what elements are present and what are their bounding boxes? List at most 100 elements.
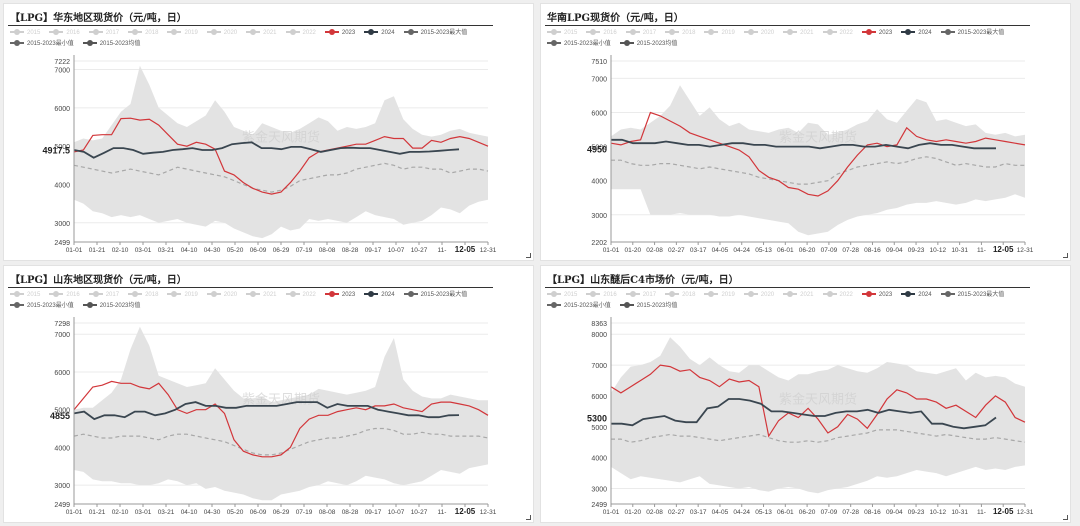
legend-label: 2015-2023最大值 (957, 30, 1005, 36)
legend-item-2015-2023[interactable]: 2015-2023最大值 (403, 290, 467, 301)
legend-item-2022[interactable]: 2022 (822, 28, 853, 39)
legend-item-2018[interactable]: 2018 (665, 28, 695, 39)
legend-item-2019[interactable]: 2019 (704, 28, 735, 39)
legend-label: 2017 (642, 292, 657, 298)
x-tick-label: 02-27 (668, 247, 685, 254)
legend-item-2016[interactable]: 2016 (586, 290, 617, 301)
legend-item-2022[interactable]: 2022 (285, 290, 316, 301)
resize-handle-icon[interactable] (1063, 253, 1068, 258)
legend-item-2023[interactable]: 2023 (861, 290, 892, 301)
x-tick-label: 10-12 (930, 509, 947, 516)
title-underline (8, 287, 493, 288)
legend-item-2015-2023[interactable]: 2015-2023最小值 (10, 301, 74, 312)
chart-legend[interactable]: 2015 2016 2017 2018 2019 2020 2021 2022 2023 2024… (10, 28, 525, 50)
x-tick-label: 10-27 (411, 247, 428, 254)
chart-svg: 2499 3000 4000 5000 6000 7000 8000 8363 紫金天风期货 53… (587, 317, 1034, 516)
legend-item-2015[interactable]: 2015 (547, 290, 577, 301)
legend-item-2021[interactable]: 2021 (783, 28, 814, 39)
x-tick-label: 09-04 (886, 509, 903, 516)
legend-item-2016[interactable]: 2016 (586, 28, 617, 39)
legend-item-2015-2023[interactable]: 2015-2023最小值 (10, 39, 74, 50)
legend-item-2015-2023[interactable]: 2015-2023均值 (619, 39, 677, 50)
legend-item-2016[interactable]: 2016 (49, 290, 80, 301)
chart-legend[interactable]: 2015 2016 2017 2018 2019 2020 2021 2022 2023 2024… (547, 28, 1062, 50)
legend-swatch-icon (10, 40, 24, 47)
legend-item-2016[interactable]: 2016 (49, 28, 80, 39)
x-tick-label: 01-20 (624, 247, 641, 254)
y-tick-label: 7000 (591, 363, 607, 370)
legend-label: 2018 (145, 292, 159, 298)
legend-item-2017[interactable]: 2017 (625, 290, 657, 301)
legend-item-2020[interactable]: 2020 (206, 290, 237, 301)
y-tick-label: 6000 (591, 394, 607, 401)
x-tick-label: 10-27 (411, 509, 428, 516)
legend-item-2017[interactable]: 2017 (88, 290, 119, 301)
legend-swatch-icon (82, 40, 97, 47)
legend-item-2022[interactable]: 2022 (285, 28, 316, 39)
chart-title: 【LPG】山东地区现货价（元/吨，日） (10, 275, 187, 286)
y-tick-label: 3000 (591, 213, 607, 220)
legend-item-2015-2023[interactable]: 2015-2023最小值 (547, 39, 611, 50)
legend-item-2023[interactable]: 2023 (861, 28, 893, 39)
legend-item-2019[interactable]: 2019 (704, 290, 735, 301)
watermark-text: 紫金天风期货 (242, 130, 320, 146)
title-underline (8, 25, 493, 26)
legend-item-2020[interactable]: 2020 (743, 290, 775, 301)
x-tick-label: 01-20 (624, 509, 641, 516)
legend-item-2024[interactable]: 2024 (901, 290, 932, 301)
legend-item-2015[interactable]: 2015 (10, 28, 40, 39)
legend-item-2024[interactable]: 2024 (364, 28, 395, 39)
legend-item-2021[interactable]: 2021 (246, 290, 277, 301)
legend-item-2018[interactable]: 2018 (128, 28, 158, 39)
legend-item-2017[interactable]: 2017 (625, 28, 656, 39)
legend-item-2019[interactable]: 2019 (167, 290, 198, 301)
x-tick-label: 06-29 (273, 509, 290, 516)
legend-item-2023[interactable]: 2023 (324, 290, 355, 301)
legend-item-2015[interactable]: 2015 (10, 290, 40, 301)
legend-label: 2020 (760, 292, 775, 298)
x-tick-label: 06-09 (250, 247, 267, 254)
legend-item-2018[interactable]: 2018 (665, 290, 695, 301)
legend-item-2015-2023[interactable]: 2015-2023均值 (82, 39, 140, 50)
legend-swatch-icon (665, 29, 680, 36)
legend-item-2021[interactable]: 2021 (783, 290, 814, 301)
resize-handle-icon[interactable] (526, 253, 531, 258)
legend-item-2018[interactable]: 2018 (128, 290, 158, 301)
legend-label: 2015 (27, 292, 41, 298)
legend-label: 2023 (878, 30, 893, 36)
legend-swatch-icon (822, 29, 837, 36)
legend-item-2019[interactable]: 2019 (167, 28, 198, 39)
chart-legend[interactable]: 2015 2016 2017 2018 2019 2020 2021 2022 2023 2024… (10, 290, 525, 312)
resize-handle-icon[interactable] (1063, 515, 1068, 520)
resize-handle-icon[interactable] (526, 515, 531, 520)
legend-item-2015-2023[interactable]: 2015-2023均值 (82, 301, 141, 312)
current-date-label: 12-05 (455, 507, 476, 516)
y-tick-label: 5000 (54, 408, 70, 415)
legend-label: 2015 (27, 30, 41, 36)
legend-swatch-icon (49, 29, 64, 36)
legend-item-2020[interactable]: 2020 (743, 28, 774, 39)
legend-label: 2015-2023均值 (99, 303, 141, 309)
legend-item-2017[interactable]: 2017 (88, 28, 119, 39)
legend-item-2015-2023[interactable]: 2015-2023最大值 (940, 28, 1005, 39)
y-tick-label: 7298 (54, 321, 70, 328)
x-tick-label: 11- (977, 247, 986, 254)
legend-item-2015-2023[interactable]: 2015-2023均值 (619, 301, 678, 312)
legend-label: 2015 (564, 292, 578, 298)
legend-item-2021[interactable]: 2021 (246, 28, 277, 39)
x-tick-label: 07-28 (842, 247, 859, 254)
legend-item-2015-2023[interactable]: 2015-2023最大值 (940, 290, 1004, 301)
legend-item-2024[interactable]: 2024 (364, 290, 395, 301)
legend-item-2022[interactable]: 2022 (822, 290, 853, 301)
x-tick-label: 11- (438, 509, 447, 516)
legend-item-2015[interactable]: 2015 (547, 28, 577, 39)
x-tick-label: 08-16 (864, 247, 881, 254)
chart-legend[interactable]: 2015 2016 2017 2018 2019 2020 2021 2022 2023 2024… (547, 290, 1062, 312)
legend-item-2015-2023[interactable]: 2015-2023最小值 (547, 301, 611, 312)
legend-item-2015-2023[interactable]: 2015-2023最大值 (403, 28, 467, 39)
legend-item-2020[interactable]: 2020 (206, 28, 237, 39)
legend-item-2023[interactable]: 2023 (324, 28, 355, 39)
legend-label: 2015-2023均值 (636, 303, 678, 309)
legend-item-2024[interactable]: 2024 (901, 28, 932, 39)
legend-swatch-icon (783, 29, 798, 36)
